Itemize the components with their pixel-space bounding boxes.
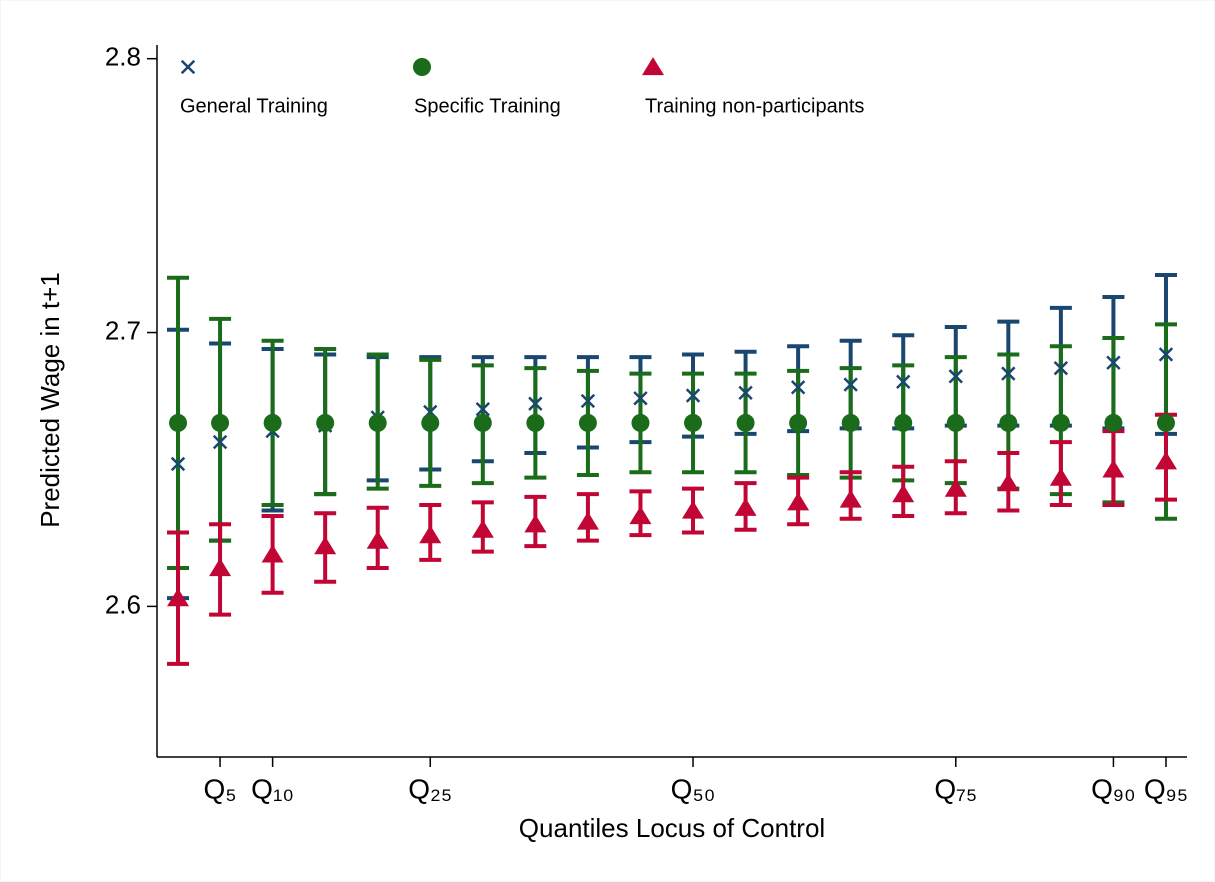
data-point	[314, 536, 337, 555]
data-point	[685, 388, 701, 403]
legend-marker	[180, 59, 196, 75]
data-point	[263, 413, 282, 432]
y-tick-label: 2.7	[105, 315, 141, 345]
data-point	[843, 377, 858, 392]
data-point	[631, 413, 650, 432]
data-point	[170, 456, 186, 472]
data-point	[841, 413, 860, 432]
x-tick-label: Q₁₀	[251, 773, 294, 804]
data-point	[999, 413, 1018, 432]
data-point	[946, 413, 965, 432]
y-axis-label: Predicted Wage in t+1	[35, 272, 65, 528]
data-point	[839, 489, 862, 508]
legend-label: General Training	[180, 95, 328, 117]
data-point	[419, 525, 442, 544]
data-point	[1102, 459, 1125, 478]
data-point	[738, 385, 753, 400]
data-point	[473, 413, 492, 432]
data-point	[1154, 451, 1177, 470]
data-point	[211, 413, 230, 432]
data-point	[633, 391, 648, 406]
legend-marker	[413, 58, 431, 76]
legend-label: Specific Training	[414, 95, 561, 117]
data-point	[578, 413, 597, 432]
data-point	[892, 484, 915, 503]
data-point	[261, 544, 284, 563]
data-point	[1106, 355, 1121, 370]
data-point	[368, 413, 387, 432]
data-point	[629, 506, 652, 525]
x-tick-label: Q₅₀	[671, 773, 716, 804]
x-tick-label: Q₂₅	[408, 773, 452, 804]
legend-marker	[642, 57, 664, 76]
data-point	[790, 380, 806, 395]
data-point	[471, 519, 494, 538]
x-tick-label: Q₅	[204, 773, 237, 804]
data-point	[169, 413, 188, 432]
y-tick-label: 2.6	[105, 589, 141, 619]
data-point	[1001, 366, 1016, 381]
data-point	[684, 413, 703, 432]
data-point	[734, 497, 757, 516]
data-point	[1104, 413, 1123, 432]
x-tick-label: Q₉₀	[1091, 773, 1136, 804]
y-tick-label: 2.8	[105, 42, 141, 72]
data-point	[682, 500, 705, 519]
x-tick-label: Q₉₅	[1144, 773, 1188, 804]
data-point	[526, 413, 545, 432]
data-point	[421, 413, 440, 432]
data-point	[1049, 467, 1072, 486]
data-point	[736, 413, 755, 432]
data-point	[894, 413, 913, 432]
data-point	[167, 588, 190, 607]
data-point	[580, 393, 596, 409]
x-tick-label: Q₇₅	[934, 773, 977, 804]
legend-label: Training non-participants	[645, 95, 864, 117]
data-point	[209, 558, 232, 577]
data-point	[948, 369, 963, 384]
data-point	[944, 478, 967, 497]
data-point	[1051, 413, 1070, 432]
data-point	[366, 530, 389, 549]
data-point	[787, 492, 810, 511]
x-axis-label: Quantiles Locus of Control	[519, 813, 825, 843]
data-point	[212, 434, 228, 450]
data-point	[475, 402, 490, 417]
data-point	[896, 374, 911, 390]
data-point	[1156, 413, 1175, 432]
data-point	[524, 514, 547, 533]
data-point	[1158, 347, 1174, 362]
data-point	[789, 413, 808, 432]
data-point	[1053, 360, 1069, 376]
data-point	[316, 413, 335, 432]
data-point	[576, 511, 599, 530]
data-point	[997, 473, 1020, 492]
data-point	[528, 396, 543, 411]
